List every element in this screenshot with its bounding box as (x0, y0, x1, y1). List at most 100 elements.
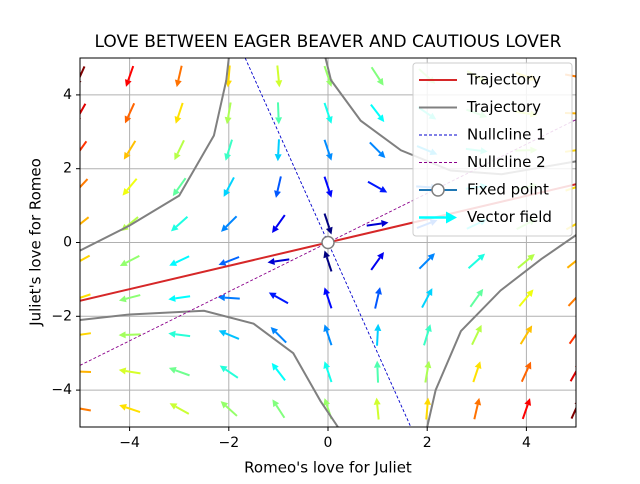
arrow-head (175, 80, 182, 88)
arrow-head (225, 117, 232, 124)
arrow-head (70, 260, 78, 266)
x-tick-label: −4 (119, 435, 140, 451)
arrow-shaft (225, 369, 237, 377)
vector-arrow (370, 142, 386, 158)
vector-arrow (374, 361, 381, 383)
legend-label: Vector field (467, 208, 552, 226)
arrow-shaft (472, 331, 479, 345)
arrow-shaft (368, 182, 381, 189)
arrow-shaft (226, 216, 237, 227)
vector-arrow (168, 331, 190, 338)
arrow-shaft (567, 258, 579, 267)
arrow-shaft (523, 405, 528, 419)
vector-arrow (374, 398, 381, 420)
arrow-shaft (278, 139, 279, 154)
arrow-head (580, 110, 587, 117)
arrow-shaft (225, 333, 239, 339)
vector-arrow (170, 403, 189, 414)
arrow-shaft (519, 295, 529, 306)
arrow-head (71, 224, 79, 231)
vector-arrow (275, 102, 282, 124)
arrow-head (224, 153, 231, 161)
arrow-shaft (278, 102, 279, 117)
vector-arrow (224, 140, 232, 161)
legend-marker (432, 184, 444, 196)
arrow-shaft (78, 141, 87, 153)
arrow-head (475, 361, 482, 369)
arrow-shaft (77, 217, 89, 226)
vector-arrow (325, 140, 333, 161)
x-tick-label: 2 (423, 435, 432, 451)
arrow-shaft (128, 141, 136, 154)
arrow-head (119, 295, 127, 302)
vector-arrow (269, 293, 288, 304)
arrow-shaft (325, 214, 330, 228)
vector-arrow (174, 140, 184, 160)
arrow-shaft (177, 140, 184, 154)
vector-arrow (325, 103, 333, 124)
arrow-head (168, 295, 175, 302)
arrow-head (119, 404, 127, 411)
arrow-head (326, 227, 333, 235)
arrow-shaft (126, 334, 141, 335)
arrow-head (275, 80, 282, 87)
vector-arrow (275, 139, 282, 161)
arrow-shaft (276, 405, 284, 418)
arrow-head (374, 361, 381, 368)
vector-arrow (275, 66, 282, 88)
arrow-shaft (470, 295, 479, 307)
arrow-shaft (469, 258, 480, 268)
x-tick-label: −2 (218, 435, 239, 451)
arrow-head (425, 324, 432, 332)
arrow-shaft (178, 103, 183, 117)
chart-title: LOVE BETWEEN EAGER BEAVER AND CAUTIOUS L… (95, 32, 562, 52)
vector-arrow (371, 105, 384, 122)
vector-arrow (375, 287, 382, 308)
legend-label: Nullcline 2 (467, 153, 546, 171)
arrow-head (69, 332, 76, 339)
arrow-shaft (325, 140, 330, 154)
arrow-head (175, 116, 182, 124)
arrow-head (70, 296, 78, 303)
vector-arrow (272, 399, 284, 417)
arrow-shaft (375, 294, 378, 309)
arrow-shaft (570, 331, 579, 343)
arrow-head (125, 79, 132, 87)
arrow-shaft (571, 368, 578, 381)
vector-arrow (323, 287, 331, 308)
arrow-shaft (372, 67, 380, 80)
arrow-head (578, 219, 586, 225)
y-tick-label: −2 (51, 308, 72, 324)
arrow-head (576, 290, 583, 298)
arrow-shaft (274, 259, 289, 261)
vector-arrow (472, 325, 482, 345)
arrow-shaft (175, 334, 190, 336)
y-tick-label: 4 (63, 87, 72, 103)
vector-arrow (372, 67, 384, 85)
vector-arrow (323, 251, 331, 272)
arrow-head (73, 188, 80, 196)
arrow-head (374, 398, 381, 405)
arrow-head (326, 116, 333, 124)
vector-arrow (171, 217, 187, 232)
arrow-shaft (175, 370, 189, 375)
vector-arrow (368, 182, 387, 193)
vector-arrow (367, 220, 389, 227)
vector-arrow (424, 324, 432, 345)
arrow-shaft (426, 405, 427, 420)
vector-arrow (474, 398, 481, 419)
vector-arrow (272, 363, 285, 380)
arrow-shaft (569, 295, 579, 306)
arrow-shaft (76, 256, 89, 263)
fixed-point (322, 237, 334, 249)
arrow-shaft (518, 258, 530, 268)
arrow-shaft (76, 333, 91, 335)
vector-arrow (469, 254, 485, 269)
arrow-head (74, 151, 81, 159)
arrow-head (326, 190, 333, 198)
vector-arrow (169, 367, 190, 375)
arrow-head (574, 399, 580, 407)
vector-arrow (271, 327, 287, 343)
arrow-head (579, 146, 586, 153)
vector-arrow (168, 295, 190, 302)
